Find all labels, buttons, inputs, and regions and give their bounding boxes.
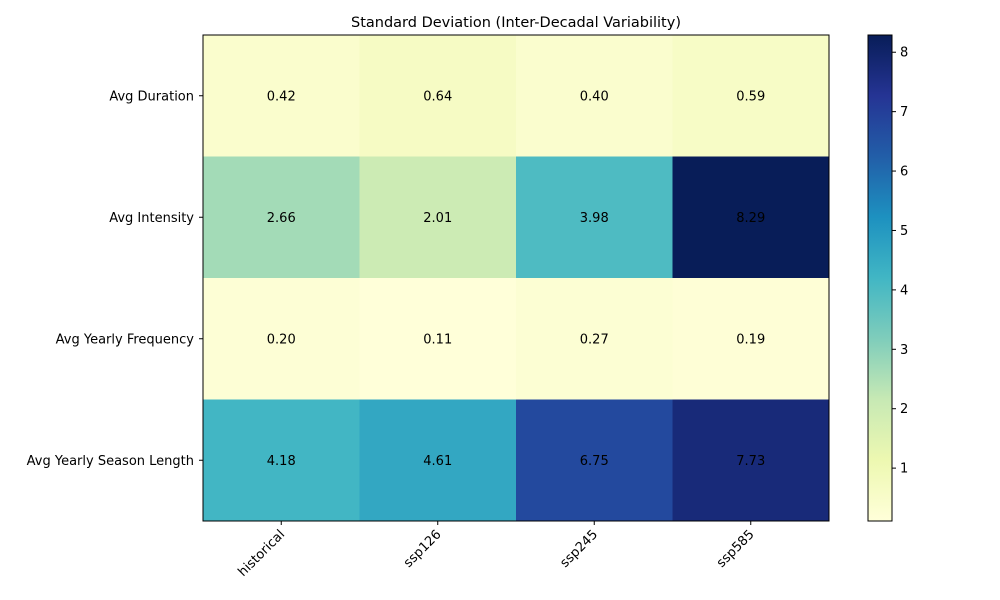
y-tick-label: Avg Duration <box>109 89 194 104</box>
cell-value-label: 0.20 <box>267 332 296 347</box>
cell-value-label: 0.64 <box>423 89 452 104</box>
colorbar-frame <box>867 34 893 522</box>
x-axis: historical ssp126 ssp245 ssp585 <box>235 521 758 580</box>
heatmap-cell <box>203 399 360 522</box>
colorbar-tick-label: 7 <box>900 105 908 120</box>
cell-value-label: 0.42 <box>267 89 296 104</box>
heatmap-cells <box>203 35 830 522</box>
heatmap-cell <box>516 278 673 400</box>
heatmap-cell <box>203 35 360 157</box>
cell-value-label: 0.11 <box>423 332 452 347</box>
heatmap-cell <box>359 156 517 279</box>
colorbar-tick-label: 3 <box>900 343 908 358</box>
heatmap-cell <box>516 35 673 157</box>
heatmap-cell <box>359 399 517 522</box>
cell-value-label: 6.75 <box>580 454 609 469</box>
heatmap-cell <box>516 156 673 279</box>
y-tick-label: Avg Yearly Season Length <box>27 454 194 469</box>
x-tick-label: historical <box>235 527 288 580</box>
cell-value-label: 8.29 <box>736 211 765 226</box>
y-tick-label: Avg Intensity <box>109 211 194 226</box>
cell-value-label: 3.98 <box>580 211 609 226</box>
cell-value-label: 0.40 <box>580 89 609 104</box>
heatmap-cell <box>672 35 830 157</box>
plot-frame <box>202 34 830 522</box>
cell-value-label: 4.18 <box>267 454 296 469</box>
colorbar-tick-label: 6 <box>900 165 908 180</box>
cell-value-label: 4.61 <box>423 454 452 469</box>
heatmap-cell <box>672 278 830 400</box>
chart-title: Standard Deviation (Inter-Decadal Variab… <box>351 15 681 31</box>
heatmap-cell-labels: 0.42 0.64 0.40 0.59 2.66 2.01 3.98 8.29 0.20 0.11… <box>267 89 765 469</box>
heatmap-cell <box>203 278 360 400</box>
cell-value-label: 0.59 <box>736 89 765 104</box>
colorbar-tick-label: 1 <box>900 462 908 477</box>
x-tick-label: ssp245 <box>558 527 602 571</box>
heatmap-cell <box>359 278 517 400</box>
y-axis: Avg Duration Avg Intensity Avg Yearly Freq… <box>27 89 203 469</box>
cell-value-label: 2.01 <box>423 211 452 226</box>
x-tick-label: ssp585 <box>714 527 758 571</box>
heatmap-cell <box>359 35 517 157</box>
colorbar-tick-label: 4 <box>900 283 908 298</box>
cell-value-label: 0.19 <box>736 332 765 347</box>
colorbar-tick-label: 8 <box>900 46 908 61</box>
colorbar: 1 2 3 4 5 6 7 8 <box>867 34 908 522</box>
colorbar-tick-label: 5 <box>900 224 908 239</box>
heatmap-cell <box>672 156 830 279</box>
cell-value-label: 7.73 <box>736 454 765 469</box>
cell-value-label: 2.66 <box>267 211 296 226</box>
colorbar-tick-label: 2 <box>900 402 908 417</box>
heatmap-cell <box>516 399 673 522</box>
cell-value-label: 0.27 <box>580 332 609 347</box>
heatmap-cell <box>672 399 830 522</box>
colorbar-gradient <box>868 35 892 521</box>
heatmap-cell <box>203 156 360 279</box>
x-tick-label: ssp126 <box>401 527 445 571</box>
y-tick-label: Avg Yearly Frequency <box>56 332 195 347</box>
